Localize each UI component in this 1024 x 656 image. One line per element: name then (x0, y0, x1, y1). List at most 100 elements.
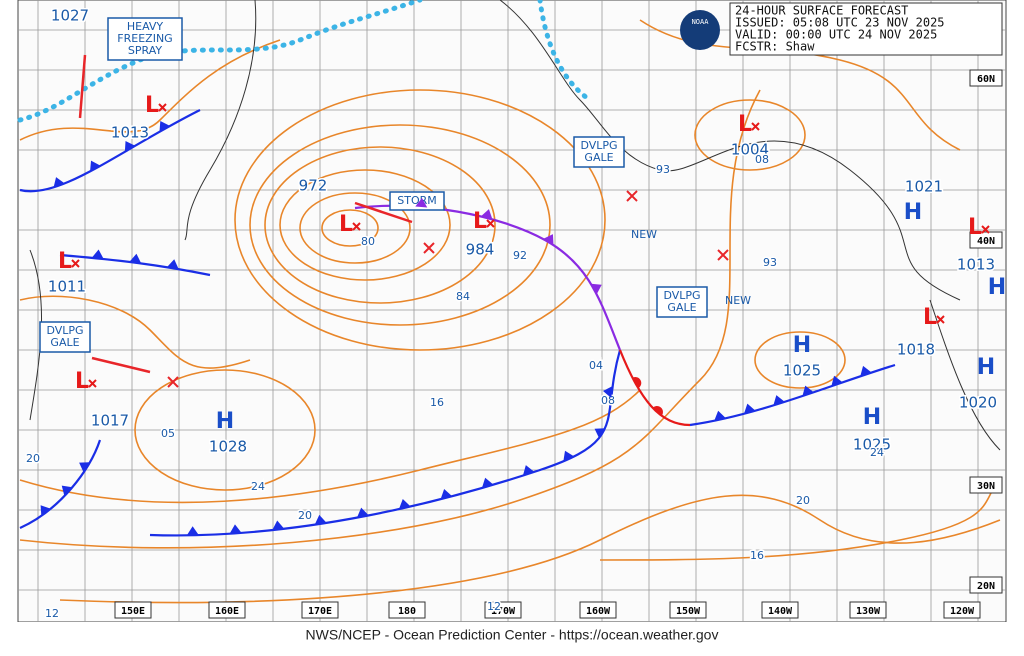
low-x (158, 103, 167, 112)
front-triangle (91, 249, 104, 260)
front-triangle (229, 524, 242, 534)
map-frame (17, 0, 1007, 623)
warning-text: SPRAY (128, 44, 162, 57)
footer: NWS/NCEP - Ocean Prediction Center - htt… (306, 627, 719, 643)
new-label: NEW (631, 228, 657, 241)
front-triangle (773, 395, 785, 406)
front-triangle (314, 514, 327, 525)
isobar-label: 1028 (209, 438, 247, 456)
isobar-label: 20 (796, 494, 810, 507)
lat-label: 40N (977, 236, 995, 247)
front-triangle (802, 385, 814, 397)
isobar-label: 04 (589, 359, 603, 372)
low-x (936, 315, 945, 324)
low-x (88, 379, 97, 388)
low-x (486, 219, 495, 228)
header-line: FCSTR: Shaw (735, 40, 815, 54)
new-positions (167, 190, 729, 388)
new-label: NEW (725, 294, 751, 307)
isobar-label: 1021 (905, 178, 943, 196)
isobar-label: 1017 (91, 412, 129, 430)
high-symbol: H (793, 333, 811, 358)
front-triangle (480, 209, 493, 220)
lon-label-box (761, 601, 799, 619)
front-triangle (831, 375, 843, 387)
isobar-label: 20 (298, 509, 312, 522)
isobar-label: 1025 (783, 362, 821, 380)
warm-front (618, 349, 691, 427)
low-symbol: L (75, 369, 89, 394)
front-semicircle (652, 405, 663, 416)
lon-label-box (388, 601, 426, 619)
lon-label: 120W (950, 606, 975, 617)
warning-text: DVLPG (46, 324, 83, 337)
front-triangle (743, 403, 756, 414)
header-line: VALID: 00:00 UTC 24 NOV 2025 (735, 28, 937, 42)
lat-label-box (969, 231, 1003, 249)
isobar-label: 1004 (731, 141, 769, 159)
lon-label: 150E (121, 606, 145, 617)
front-triangle (124, 140, 136, 152)
low-symbol: L (923, 305, 937, 330)
high-symbol: H (863, 405, 881, 430)
isobar-label: 24 (251, 480, 265, 493)
front-triangle (603, 386, 613, 398)
lon-label: 160W (586, 606, 611, 617)
lon-label-box (301, 601, 339, 619)
warning-text: HEAVY (127, 20, 164, 33)
footer-bg (0, 622, 1024, 652)
isobar-label: 16 (750, 549, 764, 562)
front-triangle (398, 499, 411, 510)
low-symbol: L (968, 215, 982, 240)
front-triangle (563, 450, 575, 462)
front-semicircle (632, 377, 642, 389)
warning-box (389, 191, 445, 211)
front-triangle (415, 198, 428, 208)
lon-label-box (943, 601, 981, 619)
header-line: ISSUED: 05:08 UTC 23 NOV 2025 (735, 16, 945, 30)
lat-label: 20N (977, 581, 995, 592)
lon-label: 130W (856, 606, 881, 617)
lon-label-box (579, 601, 617, 619)
front-triangle (186, 526, 199, 536)
lon-label: 140W (768, 606, 793, 617)
lon-label-box (208, 601, 246, 619)
front-triangle (40, 505, 51, 516)
high-symbol: H (977, 355, 995, 380)
isobar-label: 1018 (897, 341, 935, 359)
high-symbol: H (216, 409, 234, 434)
header-box (729, 2, 1003, 56)
isobar-label: 92 (513, 249, 527, 262)
low-x (71, 259, 80, 268)
isobar-label: 80 (361, 235, 375, 248)
noaa-logo (680, 10, 720, 50)
warning-text: GALE (50, 336, 79, 349)
front (59, 253, 211, 277)
logo-text: NOAA (692, 18, 710, 26)
lon-label: 170E (308, 606, 332, 617)
warning-box (107, 17, 183, 61)
isobar-label: 984 (466, 241, 495, 259)
warning-box (573, 136, 625, 168)
isobar-label: 20 (26, 452, 40, 465)
warning-text: STORM (397, 194, 437, 207)
isobar-label: 1020 (959, 394, 997, 412)
lon-label-box (484, 601, 522, 619)
warning-box (39, 321, 91, 353)
lat-label-box (969, 476, 1003, 494)
front-triangle (272, 520, 285, 531)
warning-text: DVLPG (663, 289, 700, 302)
low-symbol: L (738, 112, 752, 137)
isobar-label: 1027 (51, 7, 89, 25)
header-line: 24-HOUR SURFACE FORECAST (735, 4, 908, 18)
isobar-label: 08 (601, 394, 615, 407)
warning-text: GALE (667, 301, 696, 314)
front-triangle (543, 234, 554, 245)
isobar-label: 1013 (111, 124, 149, 142)
lon-label-box (669, 601, 707, 619)
isobar-label: 24 (870, 446, 884, 459)
low-x (751, 122, 760, 131)
front-triangle (90, 160, 101, 172)
isobar-label: 1011 (48, 278, 86, 296)
